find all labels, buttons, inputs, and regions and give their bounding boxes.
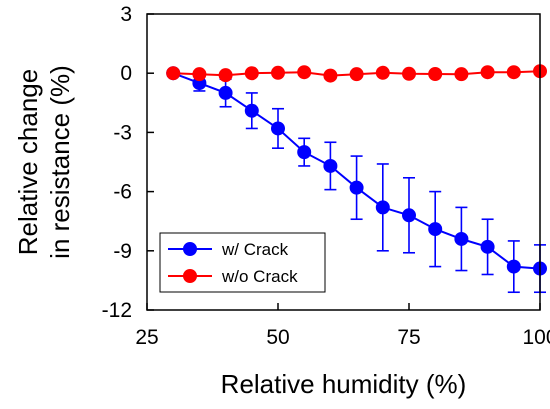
data-point	[271, 65, 285, 80]
data-point	[506, 65, 521, 80]
plot-frame	[146, 13, 541, 311]
series-points	[166, 64, 547, 276]
y-tick-label: -9	[113, 240, 132, 263]
data-point	[323, 68, 338, 83]
data-point	[349, 180, 364, 195]
data-point	[297, 65, 312, 80]
data-point	[166, 66, 181, 81]
x-tick-label: 75	[397, 326, 420, 349]
data-point	[218, 68, 233, 83]
data-point	[271, 121, 285, 136]
legend: w/ Crack w/o Crack	[159, 232, 326, 293]
tick-labels: 25 50 75 100 3 0 -3 -6 -9 -12	[102, 3, 550, 349]
data-point	[297, 145, 312, 160]
y-tick-label: -12	[102, 299, 132, 322]
axis-ticks	[146, 13, 541, 311]
data-point	[454, 67, 469, 82]
legend-marker	[183, 242, 197, 256]
y-tick-label: 0	[120, 62, 132, 85]
data-point	[218, 85, 233, 100]
data-point	[428, 66, 443, 81]
data-point	[402, 208, 416, 223]
data-point	[402, 66, 416, 81]
y-tick-label: -3	[113, 121, 132, 144]
y-axis-title-text: Relative changein resistance (%)	[13, 65, 75, 259]
data-point	[323, 158, 338, 173]
data-point	[192, 67, 207, 82]
data-point	[244, 103, 259, 118]
legend-label: w/o Crack	[221, 267, 298, 286]
y-axis-title: Relative changein resistance (%)	[13, 65, 75, 259]
x-tick-label: 25	[135, 326, 158, 349]
data-point	[428, 222, 443, 237]
y-tick-label: -6	[113, 181, 132, 204]
legend-label: w/ Crack	[221, 240, 289, 259]
data-point	[375, 65, 390, 80]
data-point	[349, 67, 364, 82]
y-tick-label: 3	[120, 3, 132, 26]
x-axis-title: Relative humidity (%)	[221, 369, 467, 399]
x-tick-label: 50	[266, 326, 289, 349]
data-point	[480, 65, 495, 80]
data-point	[480, 239, 495, 254]
y-axis-title-line: in resistance (%)	[45, 65, 75, 259]
legend-marker	[183, 269, 197, 283]
x-tick-label: 100	[522, 326, 550, 349]
data-point	[375, 200, 390, 215]
data-point	[506, 259, 521, 274]
data-point	[244, 66, 259, 81]
y-axis-title-line: Relative change	[13, 69, 43, 255]
data-point	[454, 231, 469, 246]
